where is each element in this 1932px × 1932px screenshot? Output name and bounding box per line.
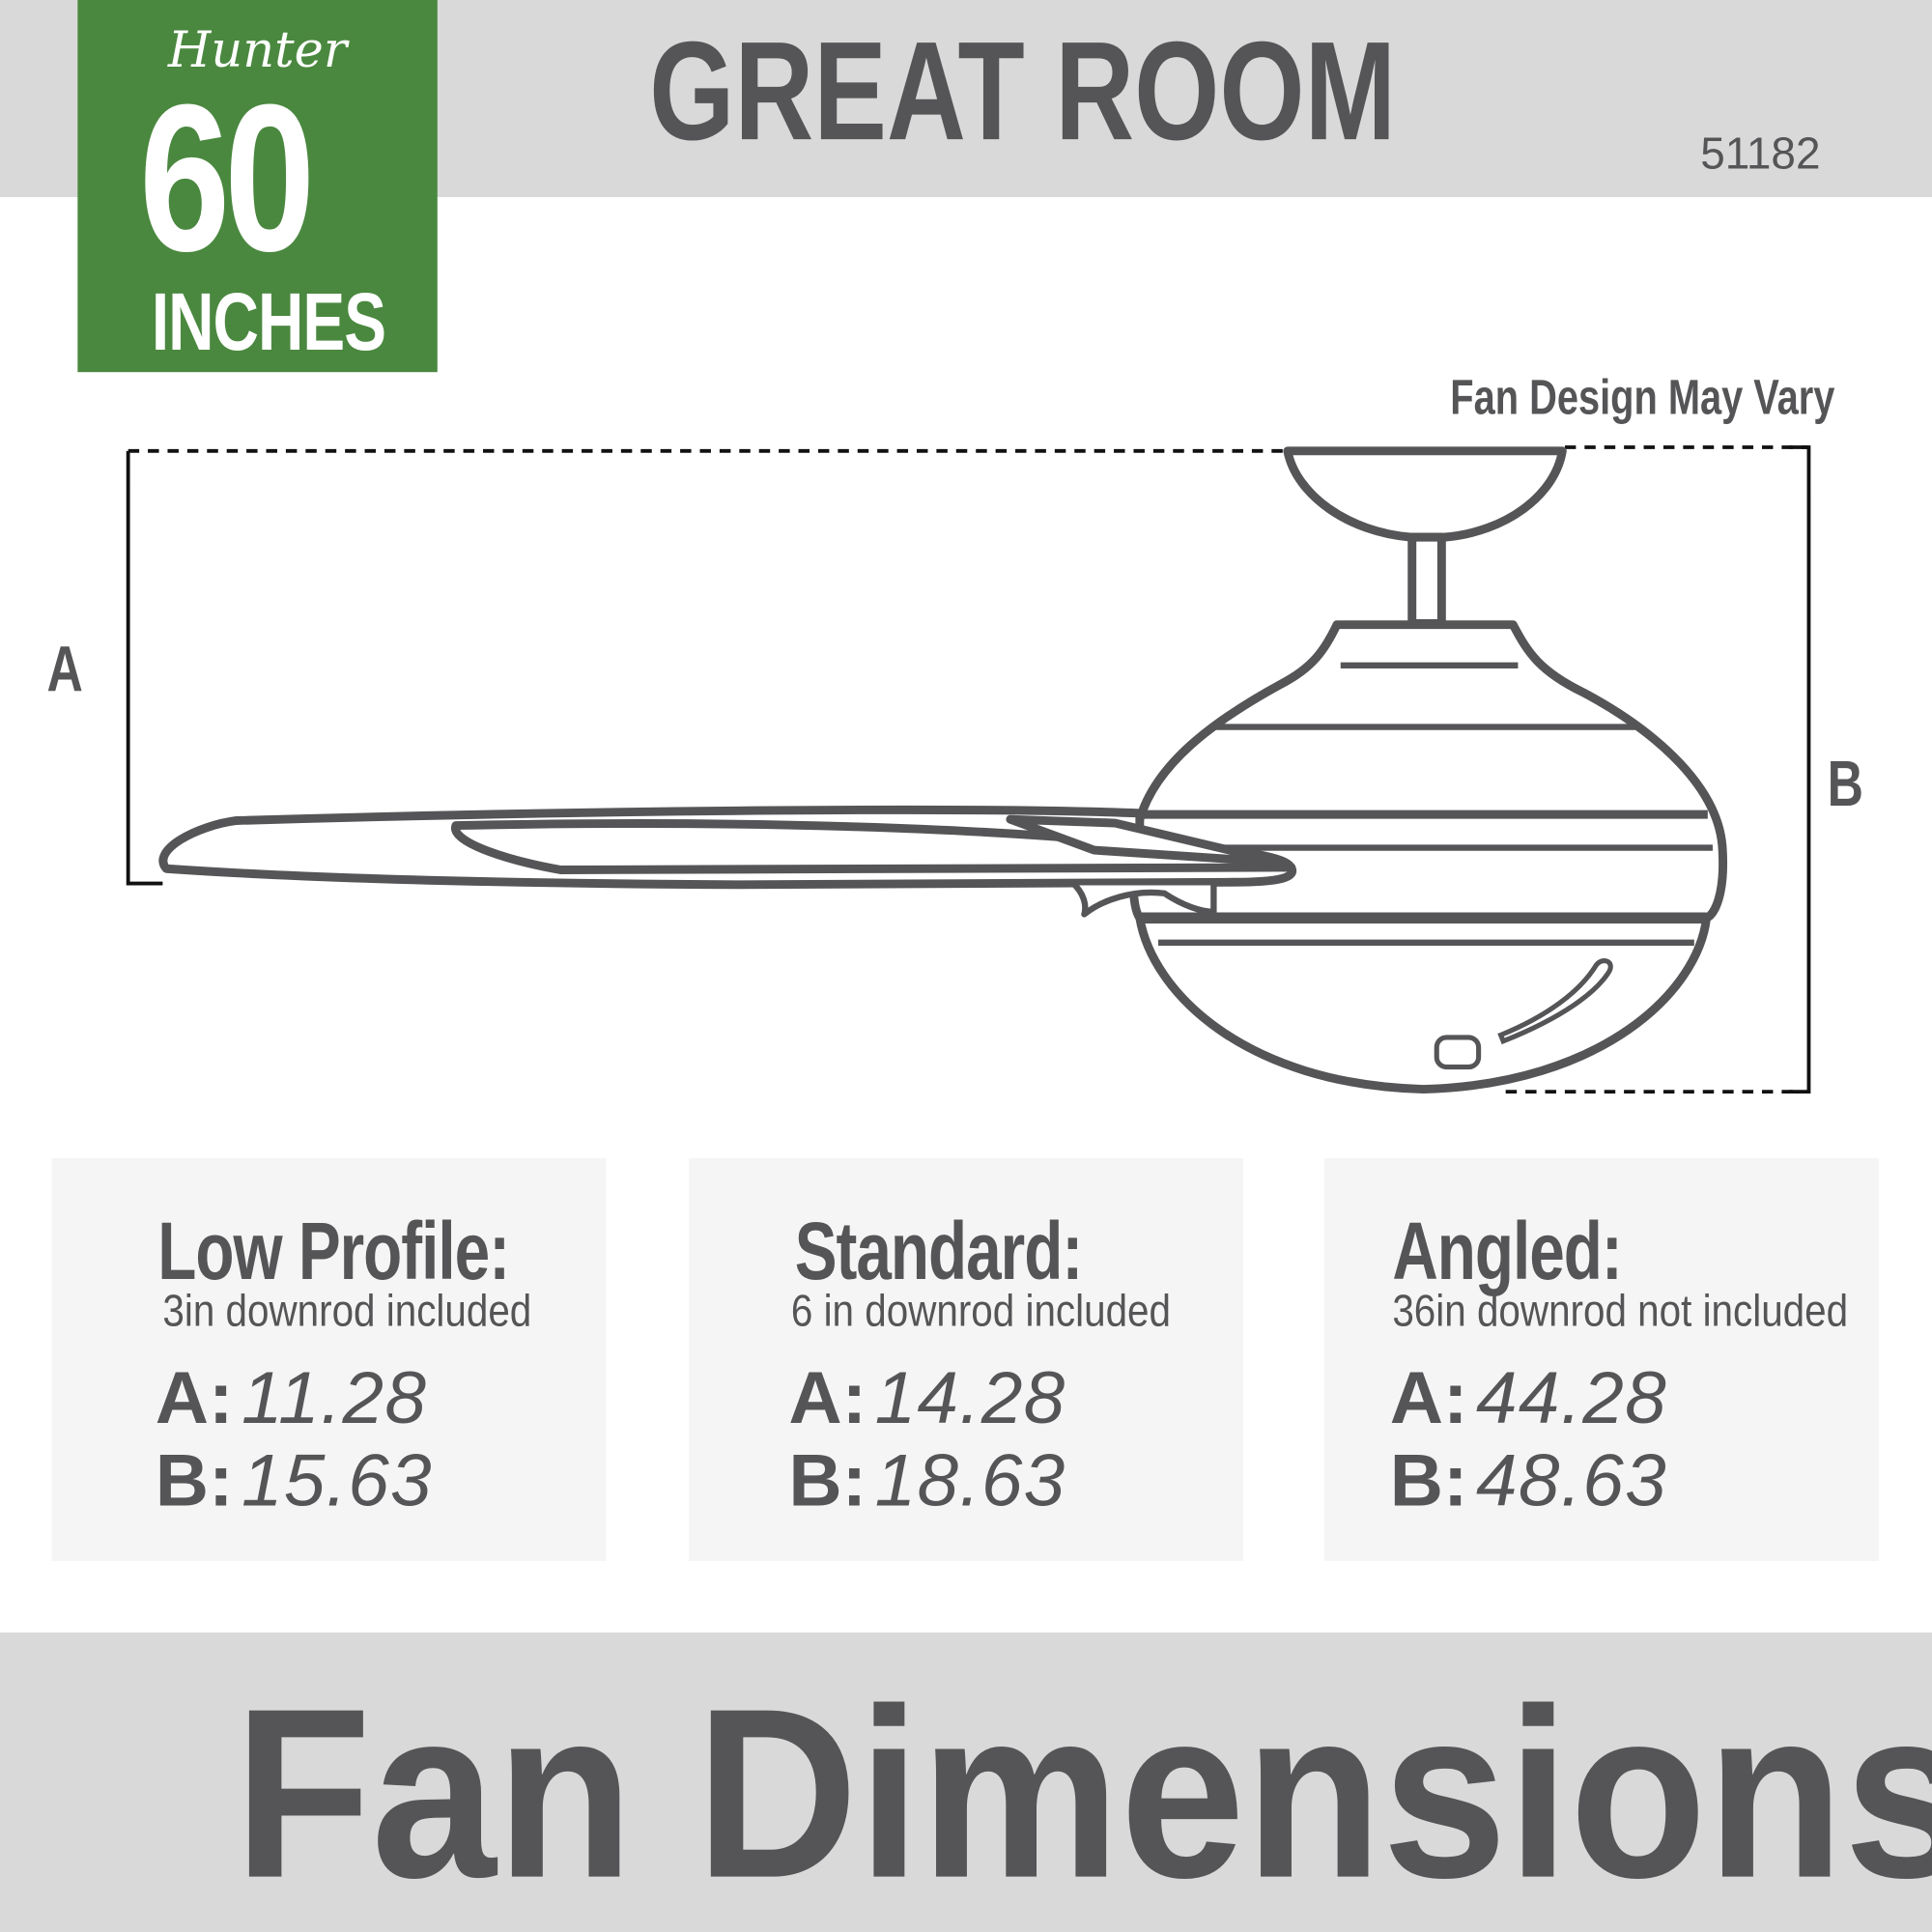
fan-canopy <box>1283 446 1567 542</box>
model-number: 51182 <box>1700 128 1821 179</box>
dimension-b-row: B: 48.63 <box>1390 1441 1667 1520</box>
dimension-a-label: A: <box>155 1356 234 1439</box>
dimension-a-value: 11.28 <box>241 1356 428 1439</box>
footer-title: Fan Dimensions <box>234 1658 1932 1929</box>
dimension-b-value: 15.63 <box>241 1438 433 1522</box>
option-card-angled: Angled: 36in downrod not included A: 44.2… <box>1324 1157 1880 1562</box>
option-title: Angled: <box>1392 1205 1622 1296</box>
dimension-a-label: A: <box>1389 1356 1468 1439</box>
option-subtitle: 3in downrod included <box>162 1285 532 1336</box>
brand-logo: Hunter <box>167 21 348 79</box>
dimension-a-bracket <box>126 450 163 886</box>
light-slot <box>1497 958 1613 1045</box>
dimension-a-row: A: 44.28 <box>1389 1356 1667 1439</box>
fan-diagram <box>126 445 1811 1094</box>
option-title: Standard: <box>794 1205 1084 1296</box>
dimension-b-value: 48.63 <box>1476 1438 1667 1522</box>
dimension-b-row: B: 15.63 <box>156 1441 433 1520</box>
fan-downrod <box>1407 532 1446 628</box>
option-subtitle: 6 in downrod included <box>790 1285 1172 1336</box>
dimension-a-label: A: <box>788 1356 867 1439</box>
dimension-b-row: B: 18.63 <box>788 1441 1065 1520</box>
dimension-b-value: 18.63 <box>874 1438 1066 1522</box>
option-subtitle: 36in downrod not included <box>1392 1285 1849 1336</box>
design-note: Fan Design May Vary <box>1450 370 1835 426</box>
footer-band <box>0 1633 1932 1932</box>
fan-switch <box>1434 1035 1482 1070</box>
page-title: GREAT ROOM <box>649 14 1397 171</box>
dimension-a-row: A: 11.28 <box>155 1356 428 1439</box>
fan-blade-bracket <box>1006 814 1286 867</box>
option-card-low-profile: Low Profile: 3in downrod included A: 11.2… <box>51 1157 607 1562</box>
option-card-standard: Standard: 6 in downrod included A: 14.28 … <box>689 1157 1243 1562</box>
dimension-a-value: 44.28 <box>1476 1356 1667 1439</box>
size-badge: Hunter 60 INCHES <box>77 0 438 373</box>
dimension-b-label: B: <box>1389 1438 1468 1522</box>
option-title: Low Profile: <box>157 1205 510 1296</box>
fan-blade-arm <box>1068 879 1217 918</box>
size-number: 60 <box>139 61 315 297</box>
dimension-b-bracket <box>1789 445 1811 1094</box>
fan-motor-lower <box>1135 913 1712 1094</box>
dimension-label-a: A <box>46 634 83 706</box>
dimension-b-label: B: <box>155 1438 234 1522</box>
dimension-label-b: B <box>1827 749 1863 821</box>
dimension-a-row: A: 14.28 <box>788 1356 1066 1439</box>
dimension-b-label: B: <box>788 1438 867 1522</box>
size-unit: INCHES <box>151 275 386 368</box>
dimension-a-value: 14.28 <box>874 1356 1066 1439</box>
